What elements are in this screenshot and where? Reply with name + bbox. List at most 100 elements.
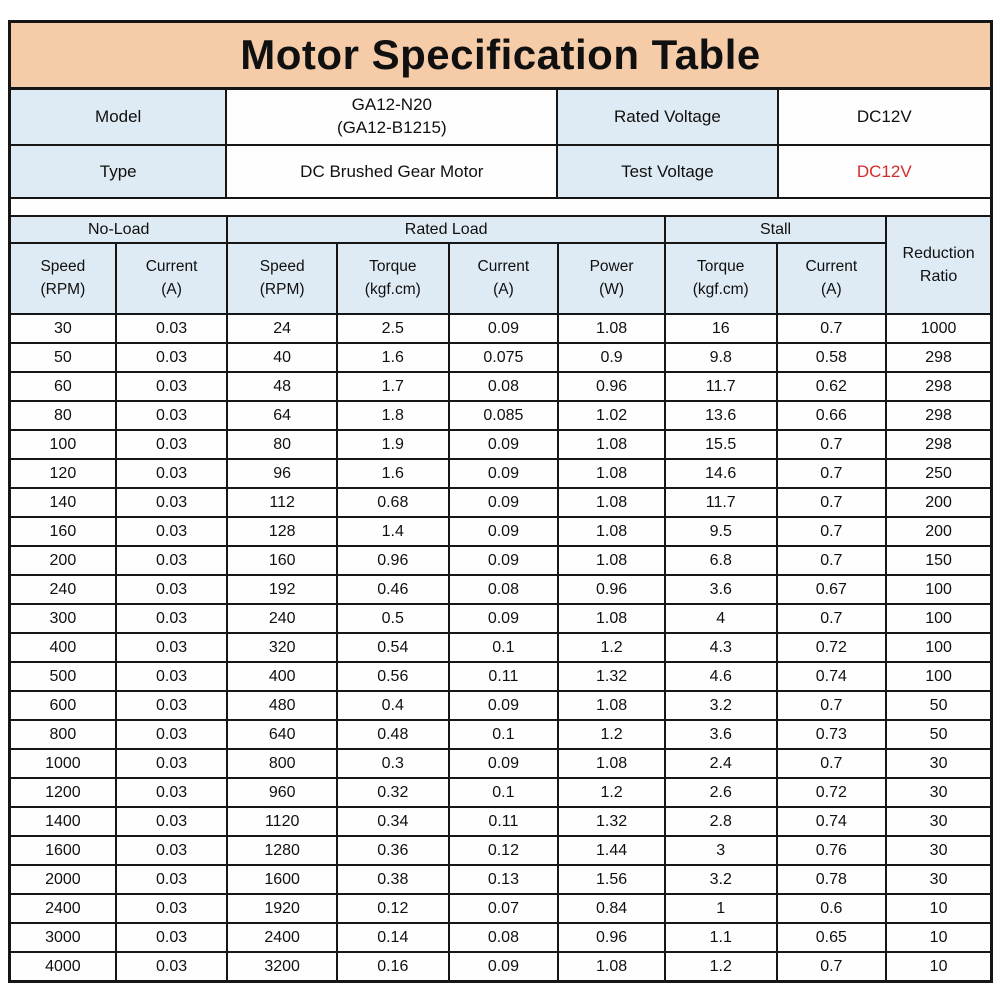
model-value: GA12-N20 (GA12-B1215) (225, 89, 559, 146)
cell: 0.09 (447, 313, 560, 344)
table-row: 1400 0.03 1120 0.34 0.11 1.32 2.8 0.74 30 (10, 806, 991, 837)
cell: 0.08 (447, 922, 560, 953)
cell: 0.03 (114, 777, 229, 808)
cell: 1.4 (335, 516, 450, 547)
cell: 2000 (10, 864, 117, 895)
table-row: 120 0.03 96 1.6 0.09 1.08 14.6 0.7 250 (10, 458, 991, 489)
cell: 0.12 (335, 893, 450, 924)
cell: 1.08 (557, 748, 666, 779)
cell: 100 (885, 603, 991, 634)
table-row: 50 0.03 40 1.6 0.075 0.9 9.8 0.58 298 (10, 342, 991, 373)
cell: 0.09 (447, 516, 560, 547)
cell: 1.9 (335, 429, 450, 460)
cell: 0.085 (447, 400, 560, 431)
table-row: 4000 0.03 3200 0.16 0.09 1.08 1.2 0.7 10 (10, 951, 991, 981)
cell: 0.7 (775, 545, 888, 576)
col-noload-current: Current (A) (114, 242, 229, 315)
model-value-line1: GA12-N20 (351, 95, 432, 115)
cell: 600 (10, 690, 117, 721)
cell: 320 (226, 632, 338, 663)
cell: 10 (885, 893, 991, 924)
cell: 298 (885, 400, 991, 431)
cell: 0.7 (775, 458, 888, 489)
cell: 128 (226, 516, 338, 547)
cell: 14.6 (663, 458, 778, 489)
cell: 960 (226, 777, 338, 808)
cell: 0.62 (775, 371, 888, 402)
cell: 1.02 (557, 400, 666, 431)
cell: 1.2 (557, 719, 666, 750)
table-row: 2400 0.03 1920 0.12 0.07 0.84 1 0.6 10 (10, 893, 991, 924)
cell: 2.4 (663, 748, 778, 779)
cell: 0.09 (447, 690, 560, 721)
table-row: 80 0.03 64 1.8 0.085 1.02 13.6 0.66 298 (10, 400, 991, 431)
cell: 800 (10, 719, 117, 750)
cell: 192 (226, 574, 338, 605)
cell: 0.38 (335, 864, 450, 895)
cell: 2400 (226, 922, 338, 953)
cell: 0.6 (775, 893, 888, 924)
col-rated-torque: Torque (kgf.cm) (335, 242, 450, 315)
cell: 400 (226, 661, 338, 692)
cell: 0.7 (775, 429, 888, 460)
cell: 16 (663, 313, 778, 344)
cell: 0.5 (335, 603, 450, 634)
cell: 30 (10, 313, 117, 344)
cell: 0.1 (447, 719, 560, 750)
cell: 0.68 (335, 487, 450, 518)
cell: 160 (226, 545, 338, 576)
info-row-model: Model GA12-N20 (GA12-B1215) Rated Voltag… (9, 89, 992, 146)
cell: 0.03 (114, 748, 229, 779)
motor-info-table: Model GA12-N20 (GA12-B1215) Rated Voltag… (9, 89, 992, 198)
table-row: 60 0.03 48 1.7 0.08 0.96 11.7 0.62 298 (10, 371, 991, 402)
col-rated-current: Current (A) (447, 242, 560, 315)
cell: 9.8 (663, 342, 778, 373)
cell: 4 (663, 603, 778, 634)
cell: 30 (885, 806, 991, 837)
cell: 40 (226, 342, 338, 373)
cell: 0.54 (335, 632, 450, 663)
cell: 100 (10, 429, 117, 460)
cell: 1400 (10, 806, 117, 837)
cell: 0.72 (775, 632, 888, 663)
cell: 640 (226, 719, 338, 750)
info-row-type: Type DC Brushed Gear Motor Test Voltage … (9, 144, 992, 198)
model-label: Model (9, 89, 228, 146)
cell: 1200 (10, 777, 117, 808)
table-row: 1600 0.03 1280 0.36 0.12 1.44 3 0.76 30 (10, 835, 991, 866)
table-row: 500 0.03 400 0.56 0.11 1.32 4.6 0.74 100 (10, 661, 991, 692)
cell: 50 (885, 719, 991, 750)
cell: 0.7 (775, 516, 888, 547)
cell: 0.7 (775, 487, 888, 518)
cell: 0.4 (335, 690, 450, 721)
cell: 1.6 (335, 342, 450, 373)
cell: 1.08 (557, 603, 666, 634)
cell: 3.6 (663, 719, 778, 750)
cell: 0.74 (775, 806, 888, 837)
cell: 1000 (10, 748, 117, 779)
table-row: 240 0.03 192 0.46 0.08 0.96 3.6 0.67 100 (10, 574, 991, 605)
cell: 800 (226, 748, 338, 779)
cell: 0.36 (335, 835, 450, 866)
section-divider (11, 197, 990, 217)
cell: 0.72 (775, 777, 888, 808)
table-row: 300 0.03 240 0.5 0.09 1.08 4 0.7 100 (10, 603, 991, 634)
cell: 0.03 (114, 313, 229, 344)
cell: 1.32 (557, 806, 666, 837)
cell: 0.66 (775, 400, 888, 431)
cell: 1.44 (557, 835, 666, 866)
cell: 0.08 (447, 574, 560, 605)
cell: 0.03 (114, 661, 229, 692)
cell: 0.03 (114, 835, 229, 866)
cell: 400 (10, 632, 117, 663)
cell: 298 (885, 371, 991, 402)
cell: 13.6 (663, 400, 778, 431)
table-row: 30 0.03 24 2.5 0.09 1.08 16 0.7 1000 (10, 313, 991, 344)
cell: 30 (885, 748, 991, 779)
spec-table-body: 30 0.03 24 2.5 0.09 1.08 16 0.7 1000 50 0.03 40 1.6 0… (10, 313, 991, 981)
col-noload-speed: Speed (RPM) (10, 242, 117, 315)
cell: 0.09 (447, 429, 560, 460)
cell: 0.03 (114, 400, 229, 431)
cell: 0.56 (335, 661, 450, 692)
cell: 1120 (226, 806, 338, 837)
